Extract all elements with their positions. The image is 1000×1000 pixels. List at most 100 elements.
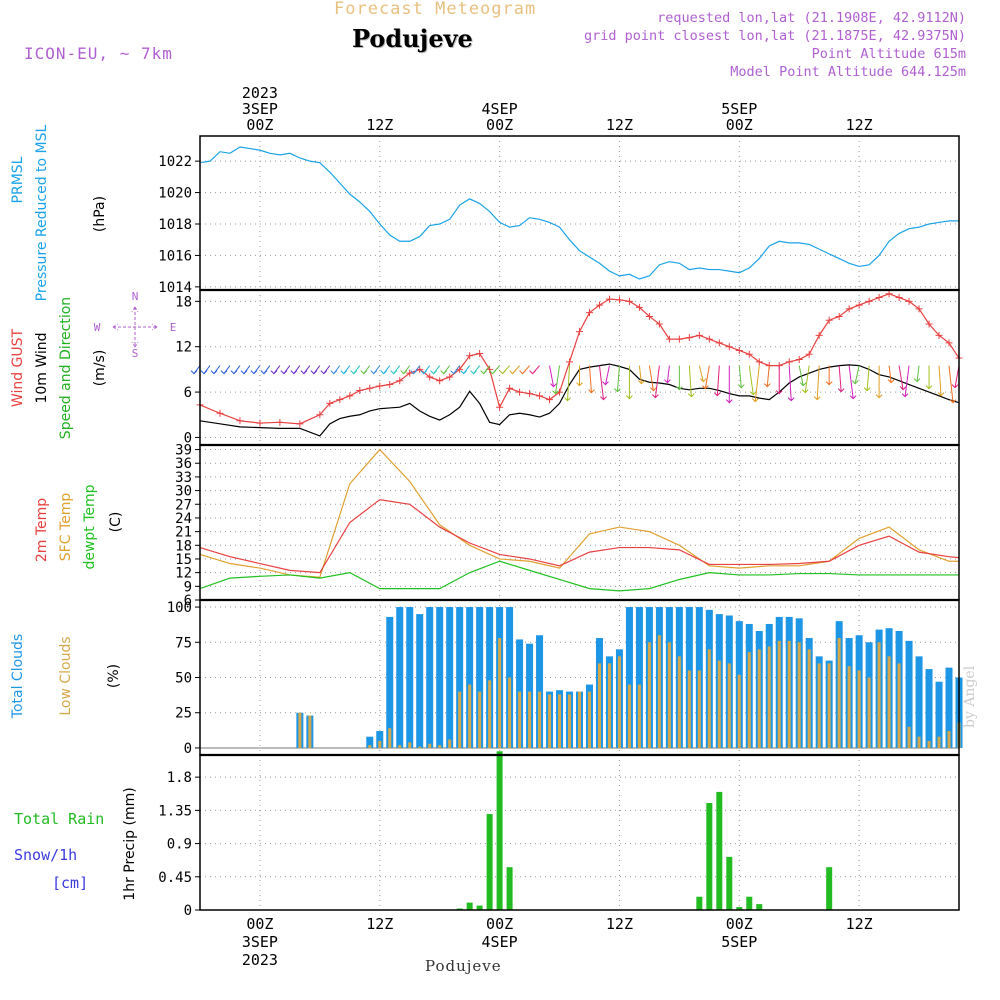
wind-direction-arrow [210, 365, 221, 375]
wind-direction-arrow [440, 365, 451, 375]
total-cloud-bar [486, 607, 494, 748]
gust-marker [815, 331, 823, 339]
wind-direction-arrow [220, 365, 231, 375]
low-cloud-bar [737, 674, 741, 748]
wind-direction-arrow [626, 365, 633, 400]
gust-marker [346, 392, 354, 400]
total-cloud-bar [406, 607, 414, 748]
low-cloud-bar [837, 638, 841, 748]
y-tick-label: 1014 [158, 280, 192, 296]
gust-marker [715, 339, 723, 347]
low-cloud-bar [657, 635, 661, 748]
wind-unit-label: (m/s) [92, 350, 108, 387]
wind-direction-arrow [602, 365, 610, 386]
gust-marker [605, 295, 613, 303]
low-cloud-bar [697, 670, 701, 748]
gust-marker [406, 369, 414, 377]
low-cloud-bar [418, 746, 422, 748]
total-cloud-bar [396, 607, 404, 748]
low-cloud-bar [907, 726, 911, 748]
wind-direction-arrow [552, 365, 561, 395]
low-cloud-bar [548, 694, 552, 748]
gust-marker [925, 320, 933, 328]
dewpt-label: dewpt Temp [82, 484, 98, 569]
compass-w: W [94, 321, 101, 334]
snow-unit-label: [cm] [52, 874, 88, 892]
wind-direction-arrow [875, 365, 883, 399]
temp2m-line [199, 499, 960, 574]
gust-marker [785, 358, 793, 366]
y-tick-label: 18 [175, 538, 192, 554]
y-tick-label: 6 [184, 385, 192, 401]
wind-direction-arrow [519, 365, 530, 375]
total-cloud-bar [376, 731, 384, 748]
wind-direction-arrow [370, 365, 381, 375]
gust-marker [915, 305, 923, 313]
low-cloud-bar [777, 640, 781, 748]
low-cloud-bar [558, 694, 562, 748]
gust-marker [336, 396, 344, 404]
low-cloud-bar [727, 663, 731, 748]
time-label-bottom: 00Z [486, 915, 513, 933]
requested-coords: requested lon,lat (21.1908E, 42.9112N) [657, 10, 966, 26]
y-tick-label: 36 [175, 456, 192, 472]
wind-direction-arrow [549, 365, 557, 388]
cloud-unit-label: (%) [106, 664, 122, 688]
low-cloud-bar [717, 660, 721, 748]
wind-direction-arrow [310, 365, 321, 375]
wind-direction-arrow [925, 365, 933, 390]
wind-direction-arrow [638, 365, 645, 385]
time-label-top: 00Z [246, 116, 273, 134]
time-label-top: 3SEP [242, 100, 278, 118]
gust-marker [595, 301, 603, 309]
snow-label: Snow/1h [14, 846, 77, 864]
time-label-top: 2023 [242, 84, 278, 102]
rain-bar [746, 896, 753, 910]
time-label-top: 4SEP [482, 100, 518, 118]
rain-bar [476, 905, 483, 910]
rain-bar [696, 896, 703, 910]
y-tick-label: 1.8 [167, 770, 192, 786]
gust-marker [436, 377, 444, 385]
gust-marker [745, 350, 753, 358]
low-cloud-bar [378, 740, 382, 748]
gust-marker [725, 343, 733, 351]
point-altitude: Point Altitude 615m [811, 46, 966, 62]
wind-direction-arrow [837, 365, 845, 393]
y-tick-label: 1020 [158, 186, 192, 202]
total-cloud-bar [456, 607, 464, 748]
low-cloud-bar [687, 670, 691, 748]
wind-direction-arrow [340, 365, 351, 375]
gust-marker [326, 399, 334, 407]
low-cloud-bar [368, 745, 372, 748]
footer-location: Podujeve [425, 957, 502, 975]
low-cloud-bar [308, 715, 312, 748]
gust-marker [506, 384, 514, 392]
gust-marker [935, 331, 943, 339]
y-tick-label: 0 [184, 430, 192, 446]
wind-direction-arrow [863, 365, 871, 392]
low-cloud-bar [647, 642, 651, 748]
total-cloud-bar [476, 607, 484, 748]
wind-direction-arrow [410, 365, 421, 375]
y-tick-label: 0 [184, 903, 192, 919]
wind-direction-arrow [648, 365, 657, 392]
low-cloud-bar [867, 677, 871, 748]
wind-direction-arrow [664, 365, 671, 384]
gust-marker [216, 409, 224, 417]
wind-direction-arrow [737, 365, 745, 389]
header-title: Forecast Meteogram [334, 0, 537, 19]
low-cloud-bar [897, 663, 901, 748]
low-cloud-bar [298, 712, 302, 748]
gust-marker [885, 290, 893, 298]
total-cloud-bar [935, 681, 943, 748]
wind-direction-arrow [230, 365, 241, 375]
wind-direction-arrow [898, 365, 907, 391]
low-cloud-bar [458, 691, 462, 748]
gust-marker [476, 350, 484, 358]
gust-marker [356, 387, 364, 395]
time-label-bottom: 3SEP [242, 933, 278, 951]
gust-marker [426, 373, 434, 381]
time-label-top: 12Z [366, 116, 393, 134]
